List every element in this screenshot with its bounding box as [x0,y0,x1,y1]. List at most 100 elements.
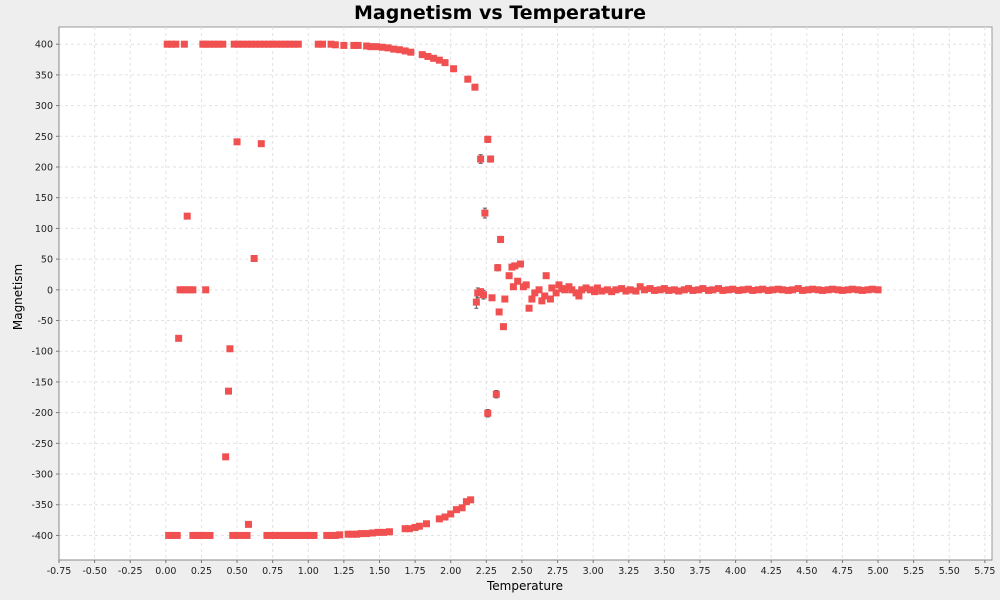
x-tick-label: 2.50 [511,566,532,577]
data-point [430,54,438,62]
x-tick-label: 3.00 [583,566,604,577]
data-point [769,286,777,294]
x-tick-label: 3.25 [618,566,639,577]
data-point [239,531,247,539]
y-tick-label: -350 [31,500,53,511]
data-point [477,155,485,163]
data-point [222,453,230,461]
data-point [244,520,252,528]
x-tick-label: 5.00 [867,566,888,577]
data-point [531,289,539,297]
data-point [555,281,563,289]
data-point [464,75,472,83]
data-point [749,286,757,294]
data-point [289,531,297,539]
data-point [233,531,241,539]
data-point [854,286,862,294]
data-point [424,52,432,60]
x-tick-label: -0.50 [82,566,107,577]
data-point [699,285,707,293]
data-point [462,498,470,506]
data-point [250,254,258,262]
data-point [511,262,519,270]
data-point [401,525,409,533]
data-point [293,531,301,539]
data-point [548,284,556,292]
data-point [290,40,298,48]
data-point [327,40,335,48]
data-point [858,286,866,294]
data-point [467,496,475,504]
data-point [168,40,176,48]
data-point [314,40,322,48]
data-point [452,506,460,514]
data-point [481,209,489,217]
data-point [844,286,852,294]
x-tick-label: -0.75 [47,566,72,577]
data-point [509,283,517,291]
data-point [234,40,242,48]
data-point [269,40,277,48]
y-tick-label: -400 [31,531,53,542]
data-point [280,531,288,539]
y-tick-label: 50 [41,255,53,266]
data-point [331,531,339,539]
data-point [175,334,183,342]
data-point [418,51,426,59]
x-tick-label: 5.75 [974,566,995,577]
data-point [864,286,872,294]
y-tick-label: -200 [31,408,53,419]
data-point [354,41,362,49]
data-point [505,272,513,280]
data-point [824,286,832,294]
y-tick-label: -250 [31,439,53,450]
data-points [163,40,882,539]
data-point [618,285,626,293]
data-point [514,277,522,285]
data-point [340,41,348,49]
chart-title: Magnetism vs Temperature [354,2,646,24]
data-point [247,40,255,48]
x-tick-label: 4.75 [832,566,853,577]
data-point [276,531,284,539]
data-point [385,528,393,536]
data-point [541,292,549,300]
data-point [363,530,371,538]
data-point [784,286,792,294]
data-point [705,286,713,294]
data-point [578,286,586,294]
data-point [734,286,742,294]
data-point [301,531,309,539]
data-point [709,286,717,294]
data-point [603,286,611,294]
data-point [729,285,737,293]
data-point [206,531,214,539]
data-point [230,40,238,48]
data-point [834,286,842,294]
data-point [163,40,171,48]
x-axis-ticks: -0.75 -0.50 -0.25 0.00 0.25 0.50 0.75 1.00 1.25 1… [47,560,995,577]
data-point [368,529,376,537]
x-tick-label: 0.25 [191,566,212,577]
data-point [838,286,846,294]
data-point [764,286,772,294]
data-point [327,531,335,539]
data-point [472,298,480,306]
data-point [256,40,264,48]
data-point [407,48,415,56]
data-point [552,289,560,297]
data-point [401,47,409,55]
data-point [189,531,197,539]
y-tick-label: -150 [31,377,53,388]
data-point [189,286,197,294]
data-point [582,284,590,292]
y-tick-label: 0 [47,285,53,296]
data-point [593,284,601,292]
data-point [719,286,727,294]
data-point [689,286,697,294]
data-point [525,304,533,312]
data-point [528,295,536,303]
data-point [818,286,826,294]
data-point [809,285,817,293]
